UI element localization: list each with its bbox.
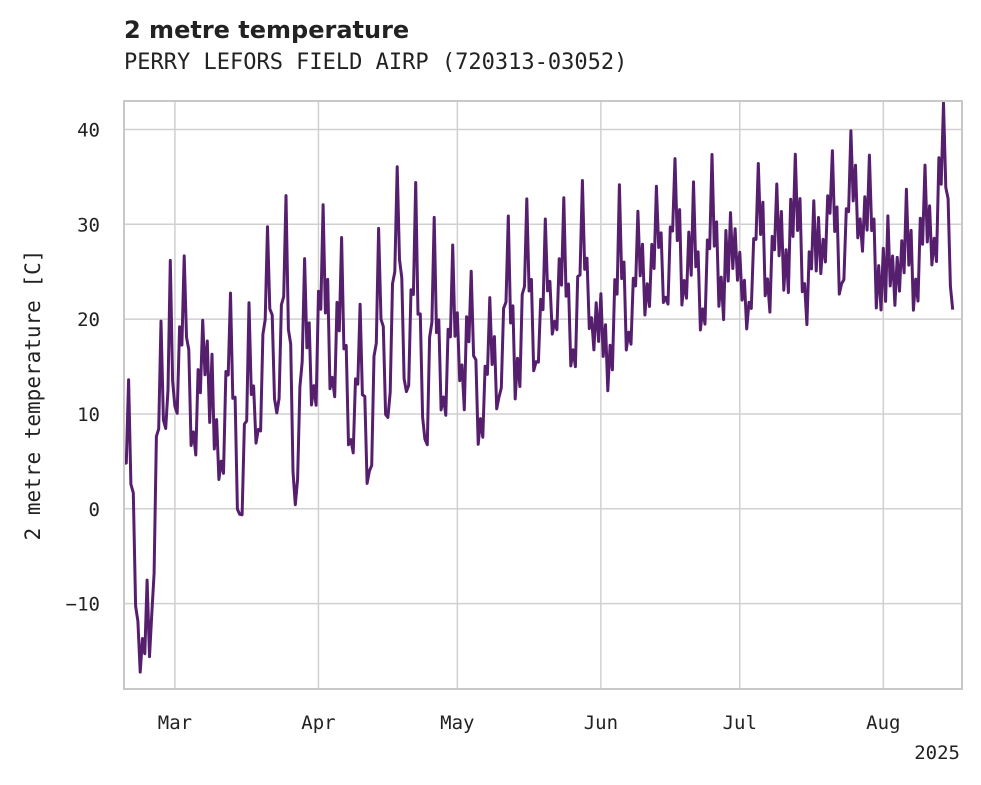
tick-labels: −10 0 10 20 30 40 Mar Apr May Jun Jul Aug <box>66 119 901 734</box>
temperature-series-line <box>123 101 955 674</box>
y-tick-label: 30 <box>77 214 100 236</box>
chart-subtitle: PERRY LEFORS FIELD AIRP (720313-03052) <box>124 50 628 75</box>
y-axis-label: 2 metre temperature [C] <box>21 250 45 541</box>
x-tick-label: Jun <box>584 712 618 734</box>
series-layer <box>123 101 955 674</box>
year-label: 2025 <box>914 742 960 764</box>
y-tick-label: 20 <box>77 309 100 331</box>
y-tick-label: 10 <box>77 404 100 426</box>
grid <box>124 101 962 689</box>
x-tick-label: Apr <box>301 712 335 734</box>
chart-title: 2 metre temperature <box>124 16 410 44</box>
y-tick-label: 40 <box>77 119 100 141</box>
x-tick-label: May <box>440 712 474 734</box>
y-tick-label: −10 <box>66 594 100 616</box>
x-tick-label: Jul <box>723 712 757 734</box>
x-tick-label: Aug <box>866 712 900 734</box>
y-tick-label: 0 <box>89 499 100 521</box>
plot-frame <box>123 100 963 690</box>
x-tick-label: Mar <box>158 712 192 734</box>
